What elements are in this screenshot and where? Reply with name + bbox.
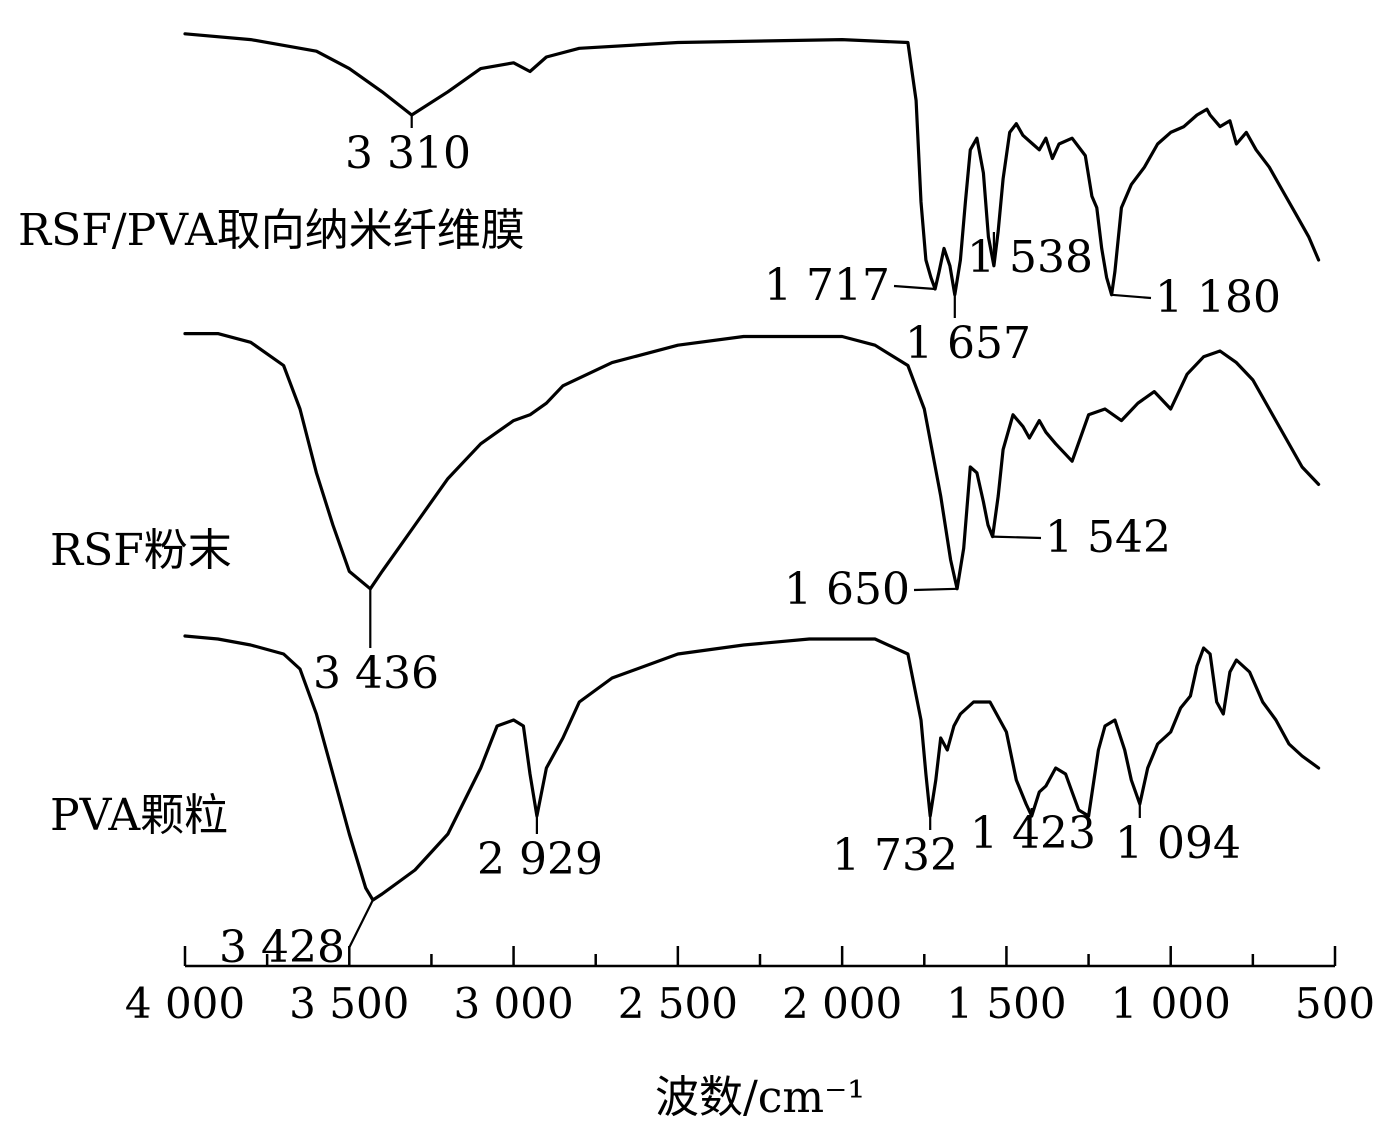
series-line-3 xyxy=(183,634,1321,902)
series-label-layer: RSF/PVA取向纳米纤维膜 RSF粉末 PVA颗粒 xyxy=(18,205,525,841)
x-tick-label: 2 000 xyxy=(782,979,902,1028)
x-tick-label: 3 000 xyxy=(453,979,573,1028)
peak-label-5: 1 180 xyxy=(1155,272,1281,323)
peak-label-10: 2 929 xyxy=(477,834,603,885)
peak-leader-9 xyxy=(348,899,374,949)
x-tick-label: 3 500 xyxy=(289,979,409,1028)
peak-label-12: 1 423 xyxy=(970,808,1096,859)
peak-label-4: 1 538 xyxy=(967,232,1093,283)
peak-label-11: 1 732 xyxy=(832,830,958,881)
series-line-1 xyxy=(183,32,1321,297)
x-tick-label: 1 500 xyxy=(946,979,1066,1028)
peak-label-9: 3 428 xyxy=(219,922,345,973)
peak-label-3: 1 657 xyxy=(905,318,1031,369)
peak-label-2: 1 717 xyxy=(764,260,890,311)
series-label-2: RSF粉末 xyxy=(50,525,232,576)
peak-leader-8 xyxy=(992,535,1042,540)
x-tick-label: 1 000 xyxy=(1111,979,1231,1028)
x-tick-label: 500 xyxy=(1295,979,1375,1028)
x-axis: 4 000 3 500 3 000 2 500 2 000 1 500 1 000 500 xyxy=(125,946,1375,1028)
x-axis-title: 波数/cm⁻¹ xyxy=(655,1072,865,1123)
peak-label-7: 1 650 xyxy=(784,564,910,615)
peak-label-8: 1 542 xyxy=(1045,512,1171,563)
peak-label-6: 3 436 xyxy=(313,648,439,699)
series-label-1: RSF/PVA取向纳米纤维膜 xyxy=(18,205,525,256)
peak-label-1: 3 310 xyxy=(345,128,471,179)
peak-leader-5 xyxy=(1111,293,1152,300)
series-label-3: PVA颗粒 xyxy=(50,790,228,841)
peak-leader-2 xyxy=(893,284,936,291)
peak-label-13: 1 094 xyxy=(1115,818,1241,869)
peak-annotation-layer: 3 310 1 717 1 657 1 538 1 180 3 436 1 650 1 542… xyxy=(219,115,1281,973)
x-tick-label: 2 500 xyxy=(618,979,738,1028)
x-tick-label: 4 000 xyxy=(125,979,245,1028)
peak-leader-7 xyxy=(913,587,958,592)
